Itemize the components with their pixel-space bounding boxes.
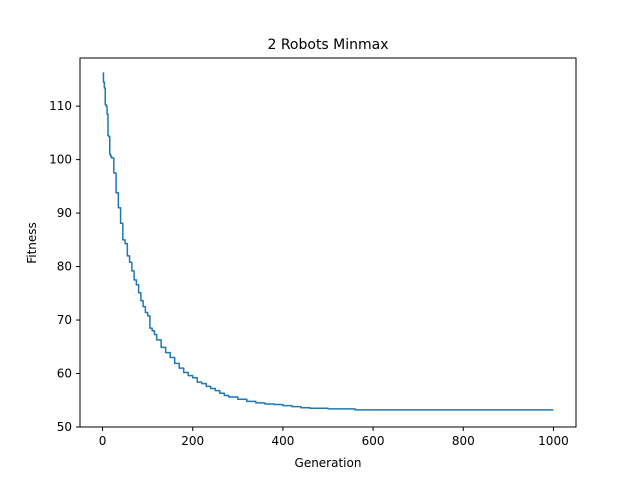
plot-area-frame	[79, 57, 577, 428]
y-tick-label: 60	[57, 367, 72, 381]
x-tick-label: 600	[362, 434, 385, 448]
x-tick-label: 800	[452, 434, 475, 448]
y-tick-label: 70	[57, 313, 72, 327]
y-tick-label: 50	[57, 420, 72, 434]
y-tick-label: 80	[57, 260, 72, 274]
x-axis-label: Generation	[295, 456, 362, 470]
y-tick-label: 90	[57, 206, 72, 220]
x-tick-label: 200	[181, 434, 204, 448]
y-tick-label: 100	[49, 153, 72, 167]
y-axis-label: Fitness	[25, 222, 39, 264]
x-tick-label: 1000	[538, 434, 569, 448]
y-tick-label: 110	[49, 99, 72, 113]
fitness-series-line	[102, 72, 554, 411]
axis-ticks: 0 200 400 600 800 1000 50 60 70 80 90 100 110	[49, 99, 569, 448]
x-tick-label: 0	[99, 434, 107, 448]
x-tick-label: 400	[271, 434, 294, 448]
chart-title: 2 Robots Minmax	[267, 37, 388, 53]
